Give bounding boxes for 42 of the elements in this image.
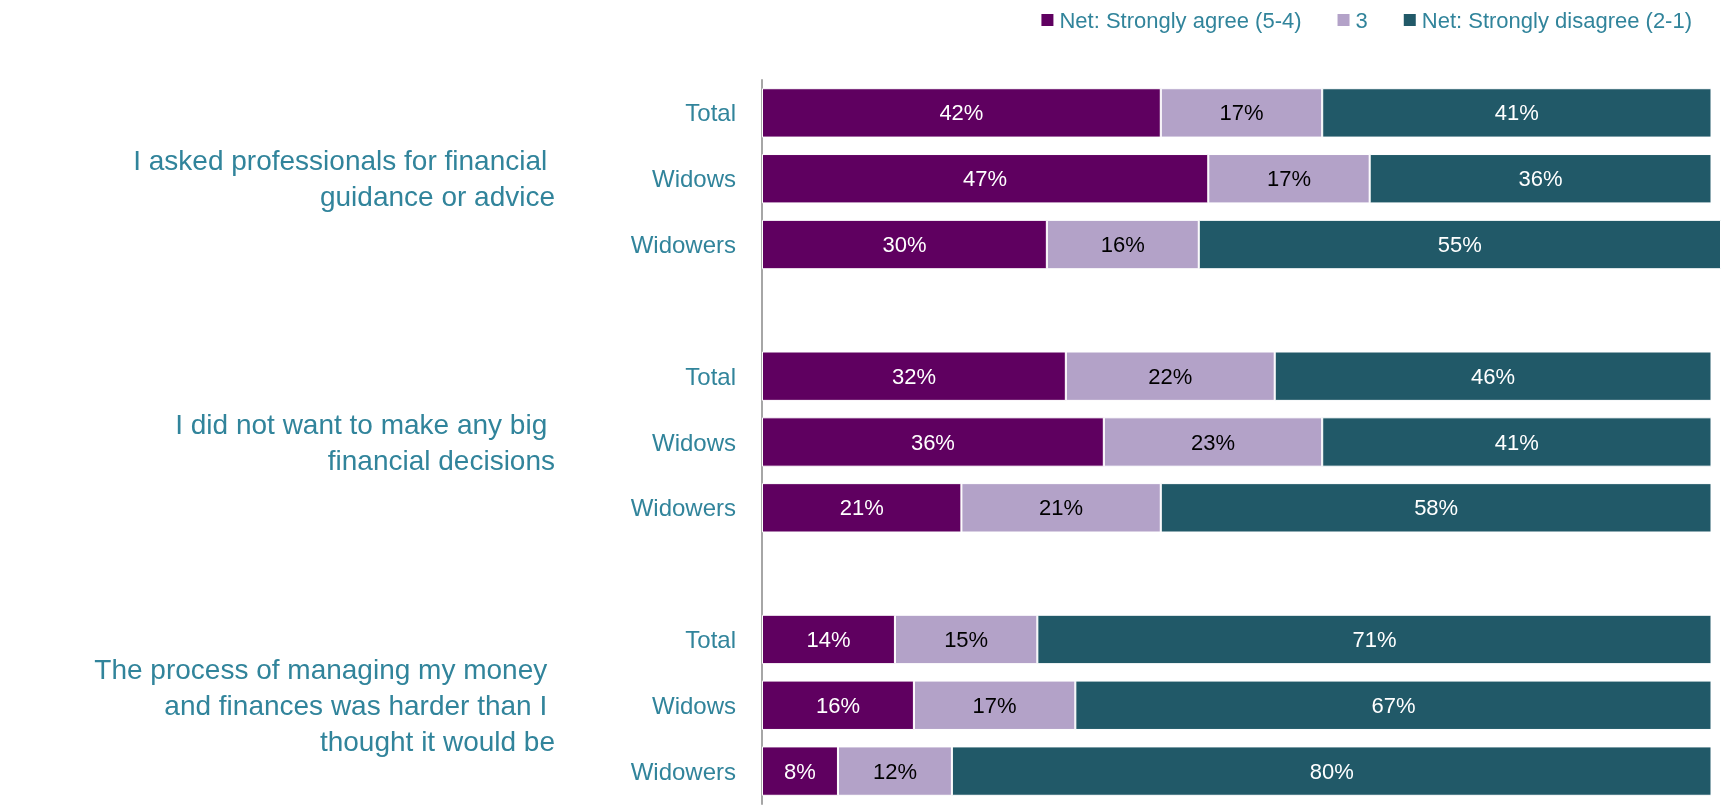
data-label: 14%: [806, 626, 851, 652]
data-label: 21%: [839, 495, 884, 521]
data-label: 71%: [1352, 626, 1397, 652]
text: I asked professionals for financial guidance or advice: [133, 145, 555, 213]
y-tick-label: Total: [685, 99, 736, 127]
data-label: 12%: [872, 758, 917, 784]
data-label: 41%: [1494, 429, 1539, 455]
data-label: 58%: [1414, 495, 1459, 521]
y-tick-label: Widows: [651, 428, 736, 456]
text: The process of managing my money and finances was harder than I thought it would be: [94, 653, 555, 757]
data-label: 21%: [1039, 495, 1084, 521]
data-label: 42%: [939, 100, 984, 126]
data-label: 46%: [1471, 363, 1516, 389]
legend-label: Net: Strongly agree (5-4): [1059, 7, 1302, 33]
data-label: 17%: [1219, 100, 1264, 126]
data-label: 16%: [815, 692, 860, 718]
data-label: 30%: [882, 232, 927, 258]
data-label: 41%: [1494, 100, 1539, 126]
data-label: 17%: [972, 692, 1017, 718]
text: I did not want to make any big financial decisions: [175, 408, 555, 476]
y-tick-label: Total: [685, 362, 736, 390]
data-label: 36%: [910, 429, 955, 455]
data-label: 8%: [784, 758, 816, 784]
data-label: 17%: [1266, 166, 1311, 192]
y-tick-label: Widowers: [630, 494, 736, 522]
y-tick-label: Total: [685, 625, 736, 653]
data-label: 23%: [1190, 429, 1236, 455]
data-label: 16%: [1100, 232, 1145, 258]
data-label: 15%: [944, 626, 989, 652]
data-label: 80%: [1309, 758, 1354, 784]
data-label: 36%: [1518, 166, 1563, 192]
data-label: 47%: [963, 166, 1008, 192]
data-label: 55%: [1437, 232, 1482, 258]
y-tick-label: Widowers: [630, 231, 736, 259]
y-tick-label: Widows: [651, 165, 736, 193]
legend-label: Net: Strongly disagree (2-1): [1421, 7, 1692, 33]
legend-label: 3: [1355, 7, 1368, 33]
y-tick-label: Widows: [651, 691, 736, 719]
data-label: 22%: [1148, 363, 1193, 389]
y-tick-label: Widowers: [630, 757, 736, 785]
data-label: 67%: [1371, 692, 1416, 718]
data-label: 32%: [891, 363, 936, 389]
